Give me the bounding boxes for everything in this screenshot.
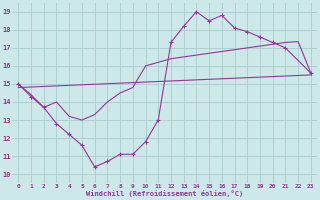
- X-axis label: Windchill (Refroidissement éolien,°C): Windchill (Refroidissement éolien,°C): [86, 190, 243, 197]
